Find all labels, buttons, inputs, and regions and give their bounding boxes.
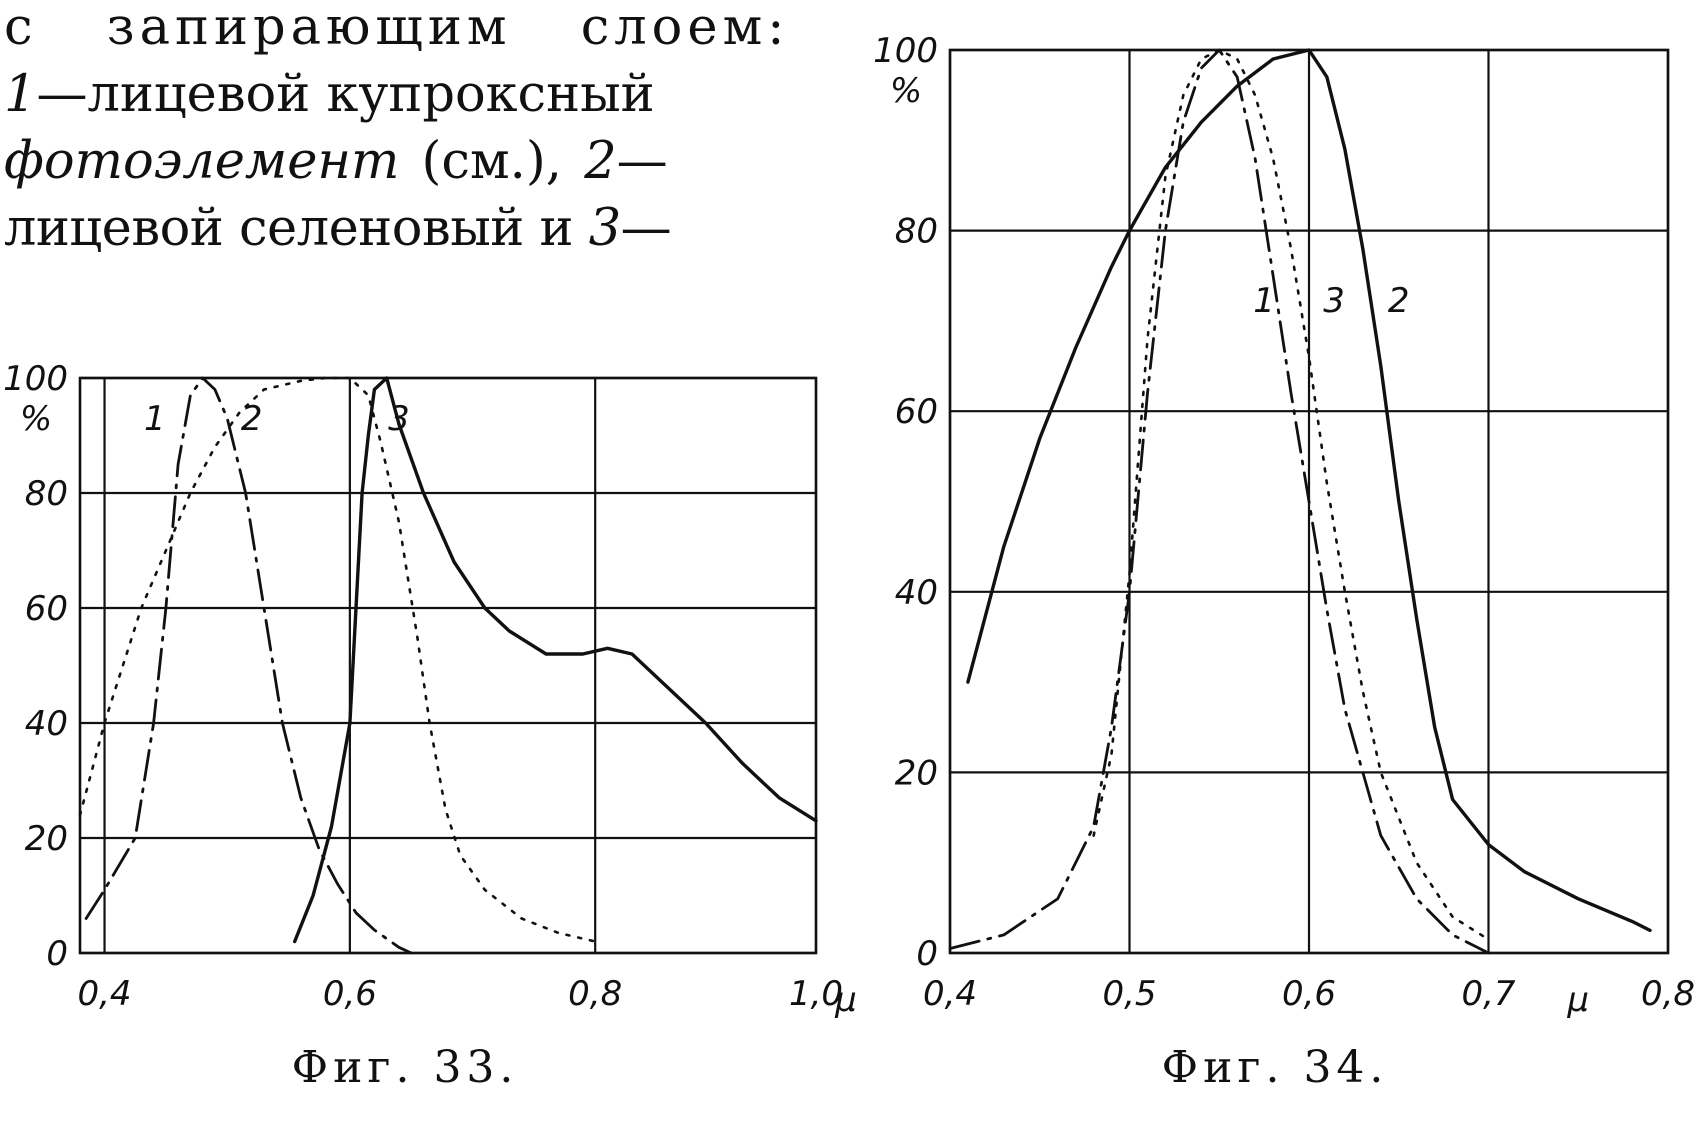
y-tick-label: 80 bbox=[25, 474, 68, 514]
y-tick-label: 20 bbox=[895, 753, 938, 793]
x-tick-label: 0,4 bbox=[77, 974, 131, 1014]
plot-frame bbox=[78, 376, 818, 955]
x-tick-label: 0,8 bbox=[1641, 974, 1694, 1014]
x-tick-label: 1,0 bbox=[789, 974, 843, 1014]
curve-label: 1 bbox=[144, 399, 166, 439]
y-unit-label: % bbox=[20, 399, 52, 439]
text-line-1: 1—лицевой купроксный bbox=[4, 61, 844, 128]
text-segment: 1 bbox=[4, 65, 37, 124]
x-unit-label: μ bbox=[834, 980, 857, 1020]
y-tick-label: 0 bbox=[916, 934, 938, 974]
curve-label: 1 bbox=[1253, 281, 1275, 321]
curve-label: 3 bbox=[388, 399, 410, 439]
text-segment: (см.), bbox=[399, 132, 585, 191]
body-text: с запирающим слоем: 1—лицевой купроксный ф… bbox=[4, 0, 844, 262]
x-tick-label: 0,6 bbox=[1282, 974, 1336, 1014]
text-segment: 2 bbox=[584, 132, 617, 191]
y-tick-label: 60 bbox=[895, 392, 938, 432]
series-2-line bbox=[966, 48, 1652, 933]
x-tick-label: 0,8 bbox=[568, 974, 622, 1014]
series-3-line bbox=[1092, 48, 1490, 941]
y-tick-label: 40 bbox=[25, 704, 68, 744]
y-tick-label: 0 bbox=[46, 934, 68, 974]
text-line-0: с запирающим слоем: bbox=[4, 0, 844, 61]
curve-label: 3 bbox=[1323, 281, 1345, 321]
chart-33: 0 20 40 60 80 100% 0,4 0,6 0,8 1,0μ 1 2 3 bbox=[3, 359, 857, 1020]
text-segment: с запирающим слоем: bbox=[4, 0, 790, 57]
chart-34: 0 20 40 60 80 100% 0,4 0,5 0,6 0,7 0,8 μ 1 3 2 bbox=[873, 31, 1694, 1020]
x-tick-label: 0,5 bbox=[1102, 974, 1156, 1014]
x-tick-label: 0,6 bbox=[323, 974, 377, 1014]
y-tick-label: 80 bbox=[895, 212, 938, 252]
text-segment: —лицевой купроксный bbox=[36, 65, 655, 124]
curve-label: 2 bbox=[241, 399, 263, 439]
x-tick-label: 0,7 bbox=[1461, 974, 1515, 1014]
text-segment: фотоэлемент bbox=[4, 132, 400, 191]
y-tick-label: 60 bbox=[25, 589, 68, 629]
series-1-line bbox=[84, 376, 413, 955]
curve-label: 2 bbox=[1388, 281, 1410, 321]
text-segment: 3 bbox=[588, 199, 621, 258]
y-tick-label: 20 bbox=[25, 819, 68, 859]
figure-33-caption: Фиг. 33. bbox=[291, 1042, 519, 1093]
y-unit-label: % bbox=[890, 71, 922, 111]
x-tick-label: 0,4 bbox=[923, 974, 977, 1014]
text-segment: лицевой селеновый и bbox=[4, 199, 589, 258]
series-2-line bbox=[78, 376, 597, 943]
text-line-2: фотоэлемент (см.), 2— bbox=[4, 128, 844, 195]
series-1-line bbox=[948, 48, 1490, 955]
text-line-3: лицевой селеновый и 3— bbox=[4, 195, 844, 262]
y-tick-label: 100 bbox=[3, 359, 68, 399]
y-tick-label: 100 bbox=[873, 31, 938, 71]
text-segment: — bbox=[620, 199, 672, 258]
figure-34-caption: Фиг. 34. bbox=[1161, 1042, 1389, 1093]
y-tick-label: 40 bbox=[895, 573, 938, 613]
text-segment: — bbox=[616, 132, 668, 191]
series-3-line bbox=[293, 376, 818, 944]
x-unit-label: μ bbox=[1566, 980, 1589, 1020]
